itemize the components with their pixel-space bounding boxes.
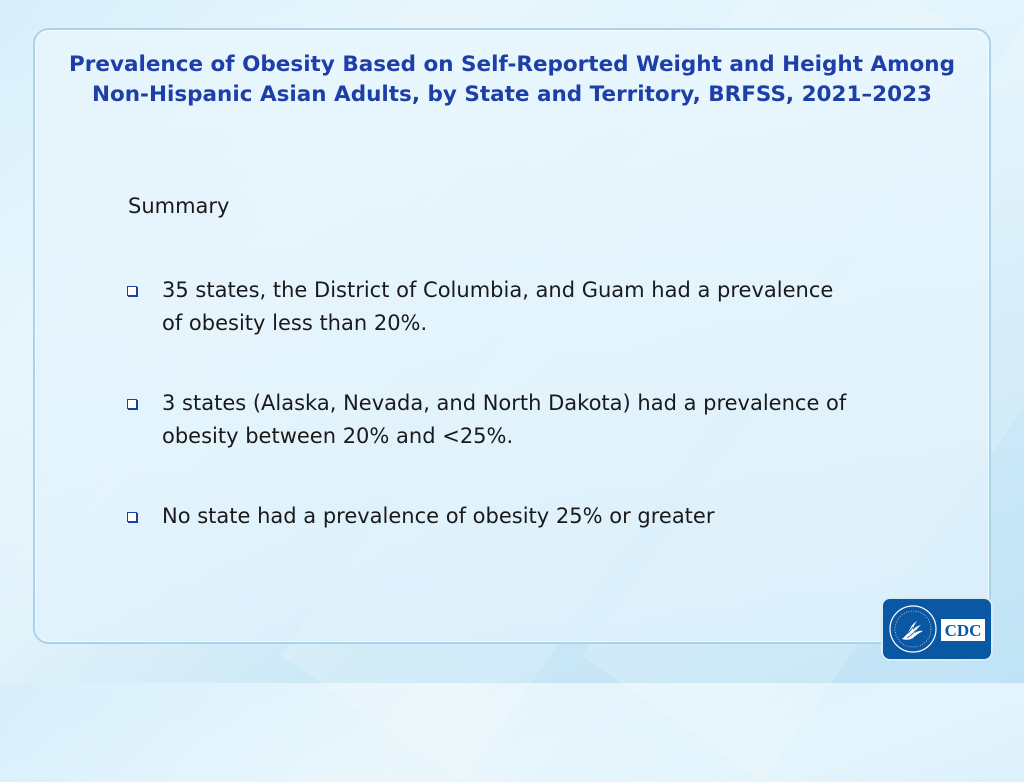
cdc-logo-graphic: CDC	[889, 605, 985, 653]
bullet-text-line-1: 35 states, the District of Columbia, and…	[162, 278, 834, 302]
content-panel	[33, 28, 991, 644]
checkbox-bullet-icon	[127, 399, 137, 409]
cdc-logo-text: CDC	[945, 621, 982, 640]
slide-title-line-2: Non-Hispanic Asian Adults, by State and …	[91, 82, 933, 107]
cdc-logo: CDC	[881, 597, 993, 661]
cdc-text-box	[941, 619, 985, 641]
slide-title: Prevalence of Obesity Based on Self-Repo…	[0, 50, 1024, 110]
checkbox-bullet-icon	[127, 286, 137, 296]
summary-bullet-list: 35 states, the District of Columbia, and…	[127, 274, 907, 533]
bullet-text-line-1: No state had a prevalence of obesity 25%…	[162, 504, 715, 528]
bullet-item: 35 states, the District of Columbia, and…	[127, 274, 907, 340]
bullet-text-line-1: 3 states (Alaska, Nevada, and North Dako…	[162, 391, 847, 415]
checkbox-bullet-icon	[127, 512, 137, 522]
slide-title-line-1: Prevalence of Obesity Based on Self-Repo…	[69, 52, 955, 77]
bullet-text-line-2: obesity between 20% and <25%.	[162, 424, 514, 448]
bullet-item: No state had a prevalence of obesity 25%…	[127, 500, 907, 533]
hhs-eagle-seal-icon	[889, 605, 937, 653]
bullet-text-line-2: of obesity less than 20%.	[162, 311, 428, 335]
bullet-item: 3 states (Alaska, Nevada, and North Dako…	[127, 387, 907, 453]
summary-heading: Summary	[128, 194, 230, 218]
